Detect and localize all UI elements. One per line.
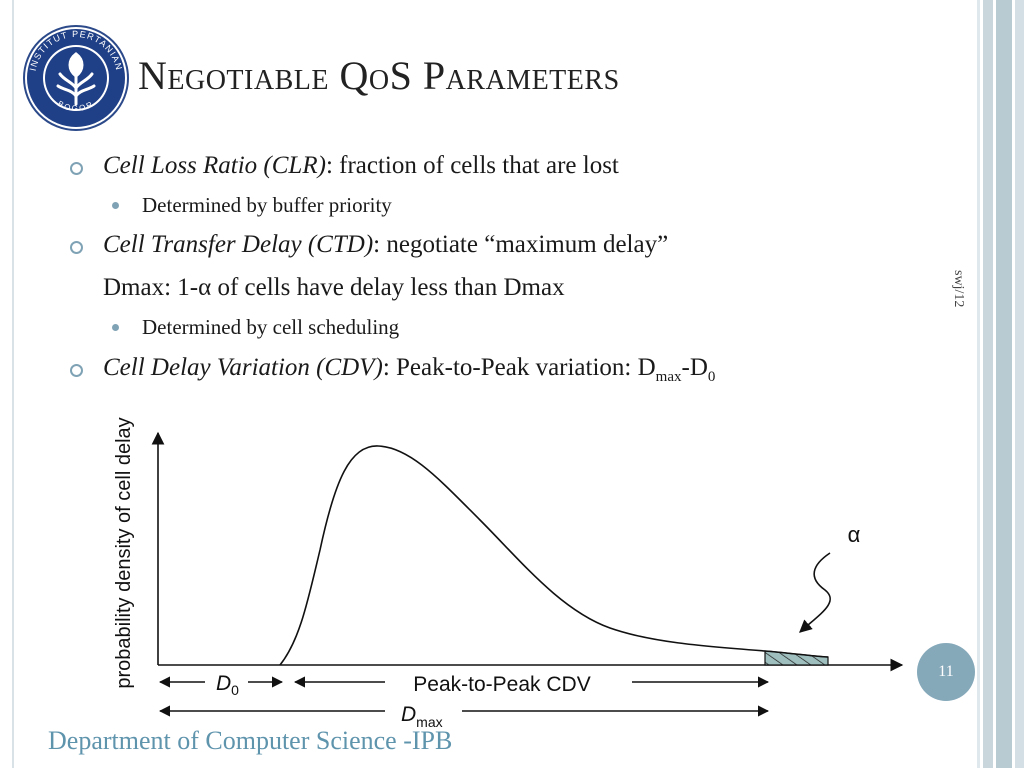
sub-bullet-text: Determined by cell scheduling bbox=[142, 315, 400, 339]
alpha-pointer-arrow bbox=[799, 552, 831, 633]
delay-density-curve bbox=[279, 445, 829, 666]
desc-ctd: : negotiate “maximum delay” bbox=[373, 231, 669, 258]
desc-cdv: : Peak-to-Peak variation: D bbox=[382, 354, 656, 381]
bullet-text: Cell Transfer Delay (CTD): negotiate “ma… bbox=[103, 231, 668, 259]
left-decor-rule bbox=[12, 0, 14, 768]
sub-bullet-text: Determined by buffer priority bbox=[142, 193, 392, 217]
right-decor-band bbox=[983, 0, 993, 768]
slide-title: Negotiable QoS Parameters bbox=[138, 53, 620, 98]
bullet-marker bbox=[70, 364, 83, 377]
desc-clr: : fraction of cells that are lost bbox=[325, 152, 619, 179]
tail-region bbox=[764, 650, 829, 666]
bullet-marker bbox=[70, 241, 83, 254]
sub-bullet-marker bbox=[112, 324, 119, 331]
cdv-label: Peak-to-Peak CDV bbox=[413, 673, 590, 696]
slide-number-badge: 11 bbox=[917, 643, 975, 701]
bullet-marker bbox=[70, 162, 83, 175]
alpha-label: α bbox=[848, 522, 861, 547]
institute-logo: INSTITUT PERTANIAN BOGOR bbox=[23, 25, 129, 131]
desc-cdv-mid: -D bbox=[681, 354, 708, 381]
right-decor-band bbox=[1015, 0, 1024, 768]
right-decor-band bbox=[977, 0, 980, 768]
term-cdv: Cell Delay Variation (CDV) bbox=[103, 354, 383, 381]
right-decor-band bbox=[996, 0, 1012, 768]
bullet-text: Cell Delay Variation (CDV): Peak-to-Peak… bbox=[103, 354, 715, 386]
sub-zero: 0 bbox=[707, 369, 716, 385]
term-ctd: Cell Transfer Delay (CTD) bbox=[103, 231, 374, 258]
footer-department: Department of Computer Science -IPB bbox=[48, 726, 453, 755]
side-note: swj/12 bbox=[951, 270, 966, 308]
term-clr: Cell Loss Ratio (CLR) bbox=[103, 152, 326, 179]
y-axis-label: probability density of cell delay bbox=[113, 417, 135, 688]
d0-label: D0 bbox=[216, 672, 239, 698]
sub-max: max bbox=[655, 369, 682, 385]
sub-bullet-marker bbox=[112, 202, 119, 209]
bullet-text: Cell Loss Ratio (CLR): fraction of cells… bbox=[103, 152, 619, 180]
dmax-definition: Dmax: 1-α of cells have delay less than … bbox=[103, 274, 565, 301]
dmax-label: Dmax bbox=[401, 703, 443, 730]
